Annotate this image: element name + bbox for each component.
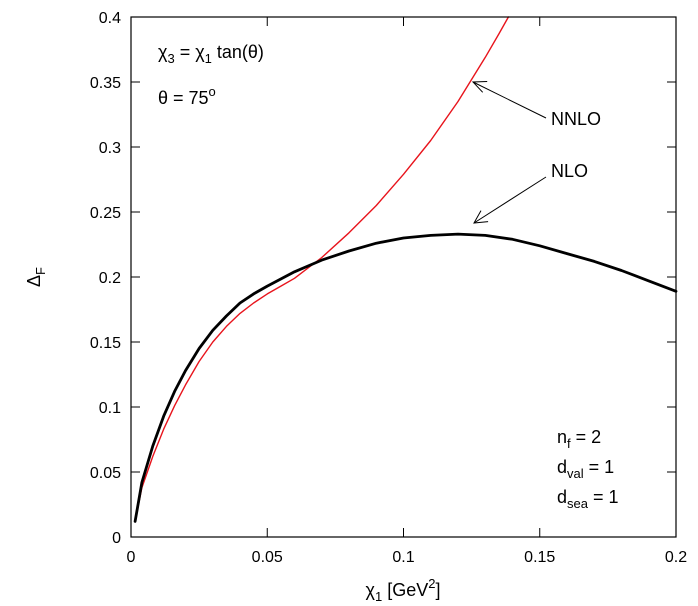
y-tick-label: 0.05 bbox=[90, 465, 121, 482]
y-tick-label: 0 bbox=[112, 530, 121, 547]
x-axis-label: χ1 [GeV2] bbox=[366, 576, 441, 604]
y-tick-label: 0.2 bbox=[99, 270, 121, 287]
y-tick-label: 0.25 bbox=[90, 205, 121, 222]
dsea-annotation: dsea = 1 bbox=[557, 487, 619, 511]
formula-annotation: χ3 = χ1 tan(θ) bbox=[158, 42, 264, 66]
y-axis-label: ΔF bbox=[24, 267, 48, 287]
nf-annotation: nf = 2 bbox=[557, 427, 601, 451]
y-tick-label: 0.3 bbox=[99, 140, 121, 157]
nnlo-arrow bbox=[472, 81, 547, 119]
x-tick-label: 0.05 bbox=[252, 549, 283, 566]
dval-annotation: dval = 1 bbox=[557, 457, 614, 481]
y-tick-label: 0.35 bbox=[90, 75, 121, 92]
x-tick-label: 0 bbox=[127, 549, 136, 566]
series-line-nlo bbox=[133, 232, 678, 523]
y-tick-label: 0.15 bbox=[90, 335, 121, 352]
series-line-nnlo bbox=[134, 16, 510, 523]
x-tick-label: 0.15 bbox=[524, 549, 555, 566]
nlo-arrow-head bbox=[473, 210, 489, 224]
x-tick-label: 0.2 bbox=[665, 549, 687, 566]
nlo-arrow bbox=[473, 176, 547, 224]
ticks-layer: 0 0.05 0.1 0.15 0.2 0 0.05 0.1 0.15 0.2 0.25 0.3 0.3… bbox=[90, 10, 687, 566]
y-tick-label: 0.4 bbox=[99, 10, 121, 27]
nlo-label: NLO bbox=[551, 161, 588, 181]
x-tick-label: 0.1 bbox=[392, 549, 414, 566]
series-layer bbox=[133, 16, 678, 523]
plot-frame bbox=[130, 16, 677, 538]
theta-annotation: θ = 75o bbox=[158, 84, 216, 108]
nnlo-arrow-head bbox=[471, 81, 488, 93]
nnlo-label: NNLO bbox=[551, 109, 601, 129]
y-tick-label: 0.1 bbox=[99, 400, 121, 417]
